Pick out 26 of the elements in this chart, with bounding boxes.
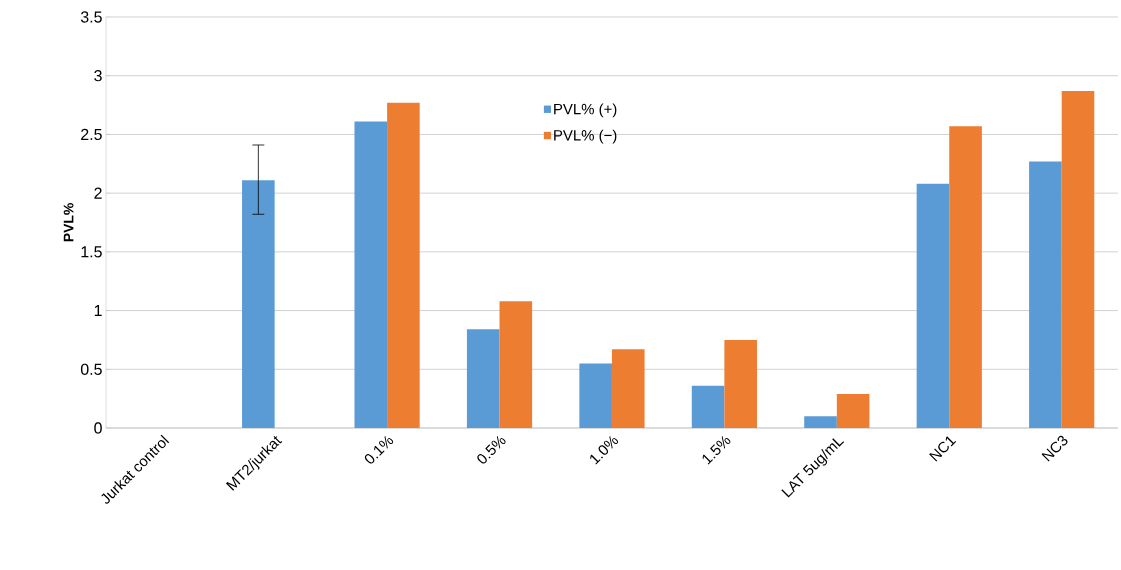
bar — [949, 126, 982, 428]
bar — [466, 329, 500, 428]
bar — [611, 349, 645, 428]
bar — [1061, 90, 1095, 428]
y-tick-label: 2 — [94, 187, 102, 199]
bar — [499, 301, 533, 428]
y-tick-label: 2.5 — [81, 128, 102, 141]
y-tick-label: 3 — [94, 70, 102, 82]
bar — [836, 393, 870, 428]
y-tick-label: 3.5 — [80, 11, 102, 23]
bar — [579, 363, 612, 428]
bar — [1029, 161, 1062, 428]
legend-label: PVL% (−) — [554, 129, 617, 144]
bar — [242, 180, 275, 428]
y-tick-label: 1 — [94, 305, 102, 317]
legend-label: PVL% (+) — [554, 103, 617, 118]
bar — [916, 183, 950, 428]
y-tick-label: 1.5 — [81, 246, 102, 258]
bar — [691, 385, 725, 428]
y-tick-label: 0 — [94, 422, 102, 434]
y-axis-title: PVL% — [63, 203, 74, 242]
bar — [354, 121, 388, 428]
bar — [804, 416, 837, 428]
y-tick-label: 0.5 — [80, 363, 102, 375]
bar — [724, 339, 757, 428]
bar — [387, 102, 420, 428]
